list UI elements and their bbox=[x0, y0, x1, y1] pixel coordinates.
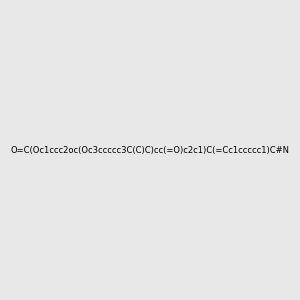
Text: O=C(Oc1ccc2oc(Oc3ccccc3C(C)C)cc(=O)c2c1)C(=Cc1ccccc1)C#N: O=C(Oc1ccc2oc(Oc3ccccc3C(C)C)cc(=O)c2c1)… bbox=[11, 146, 290, 154]
